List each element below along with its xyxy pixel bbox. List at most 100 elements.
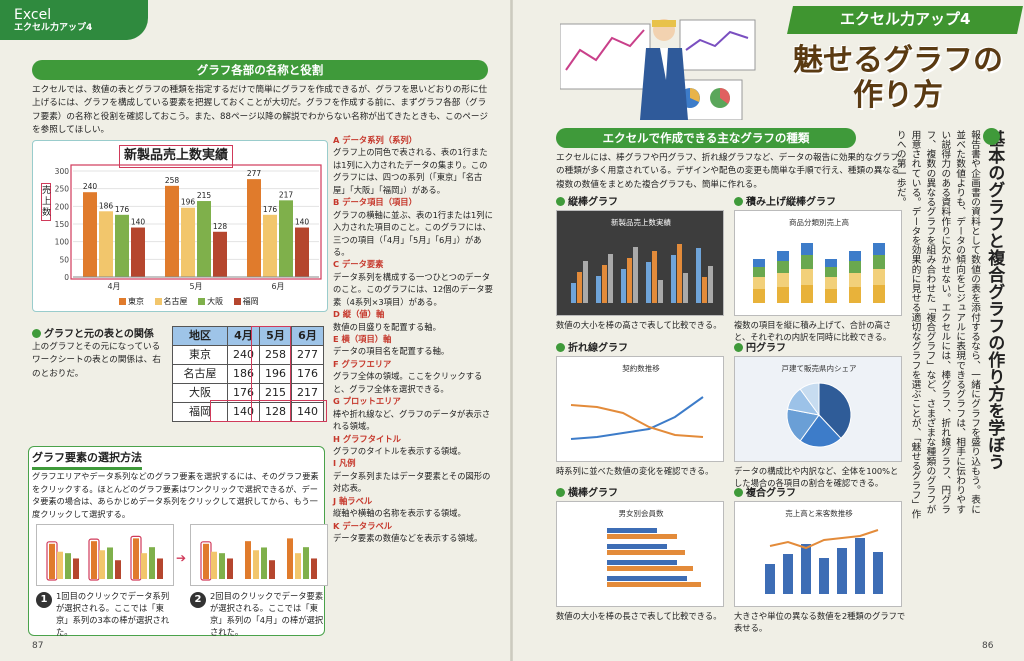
stack-segment <box>849 273 861 287</box>
chart-title[interactable]: 新製品売上数実績 <box>119 145 234 168</box>
stack-segment <box>753 259 765 267</box>
mini-bar <box>107 547 113 579</box>
y-tick-label: 0 <box>64 273 69 282</box>
mini-bar <box>219 553 225 579</box>
excel-label: Excel <box>14 7 52 23</box>
stack-segment <box>753 267 765 277</box>
chart-area[interactable]: 新製品売上数実績 売上数 300 250 200 150 100 50 0 240 186 176… <box>32 140 328 312</box>
definition-heading: F グラフエリア <box>333 358 392 369</box>
bar-大阪-4月 <box>115 214 129 277</box>
mini-bar <box>269 560 275 579</box>
arrow-right-icon: ➔ <box>176 551 187 565</box>
chart-type-thumbnail: 新製品売上数実績 <box>556 210 724 316</box>
stack-segment <box>825 259 837 267</box>
definition-body: グラフ全体の領域。ここをクリックすると、グラフ全体を選択できる。 <box>333 371 483 394</box>
data-label: 186 <box>99 201 114 210</box>
combo-bar <box>873 552 883 594</box>
y-axis-label[interactable]: 売上数 <box>41 183 51 222</box>
mini-bar <box>73 558 79 579</box>
bar-大阪-5月 <box>197 201 211 277</box>
step-1-number: 1 <box>36 592 52 608</box>
definition-heading: E 横（項目）軸 <box>333 334 392 344</box>
mini-bar <box>149 547 155 579</box>
definition-heading: D 縦（値）軸 <box>333 309 385 320</box>
left-header-banner: Excel エクセル力アップ4 <box>0 0 148 40</box>
table-row: 東京 240 258 277 <box>172 345 324 365</box>
y-tick-label: 250 <box>55 185 70 194</box>
chart-type-heading: 横棒グラフ <box>556 487 618 502</box>
thumb-title: 戸建て販売県内シェア <box>782 363 857 373</box>
mini-bar <box>133 538 139 579</box>
stack-segment <box>801 269 813 285</box>
step-2-number: 2 <box>190 592 206 608</box>
definition-heading: K データラベル <box>333 520 393 531</box>
element-definitions: A データ系列（系列） グラフ上の同色で表される、表の1行または1列に入力されたデ… <box>333 134 493 544</box>
page-number-left: 87 <box>32 641 44 651</box>
hbar <box>607 566 693 571</box>
combo-bar <box>783 554 793 594</box>
mini-bar <box>633 247 638 303</box>
bullet-icon <box>734 197 743 206</box>
mini-bar <box>571 283 576 303</box>
stack-segment <box>777 273 789 287</box>
data-label: 258 <box>165 176 180 185</box>
mini-bar <box>596 276 601 303</box>
section2-title: グラフ要素の選択方法 <box>32 450 142 470</box>
bar-大阪-6月 <box>279 200 293 277</box>
bar-名古屋-5月 <box>181 207 195 277</box>
stack-segment <box>849 287 861 303</box>
mini-bar <box>702 277 707 303</box>
hbar <box>607 576 687 581</box>
stack-segment <box>825 277 837 289</box>
relation-body: 上のグラフとその元になっているワークシートの表との関係は、右のとおりだ。 <box>32 342 161 379</box>
combo-line <box>769 529 879 550</box>
chart-legend[interactable]: 東京 名古屋 大阪 福岡 <box>119 296 267 308</box>
data-label: 140 <box>295 218 310 227</box>
definition-item: C データ要素 データ系列を構成する一つひとつのデータのこと。このグラフには、12… <box>333 258 493 308</box>
definition-body: 数値の目盛りを配置する軸。 <box>333 321 441 332</box>
stack-segment <box>873 285 885 303</box>
bar-東京-5月 <box>165 185 179 277</box>
chart-type-caption: 数値の大小を棒の高さで表して比較できる。 <box>556 320 722 330</box>
mini-bar <box>287 538 293 579</box>
section-intro: エクセルでは、数値の表とグラフの種類を指定するだけで簡単にグラフを作成できるが、… <box>32 85 488 135</box>
chart-type-heading: 複合グラフ <box>734 487 796 502</box>
pie-slice <box>799 414 842 448</box>
title-bullet-icon <box>983 128 1000 145</box>
definition-body: 縦軸や横軸の名称を表示する領域。 <box>333 508 466 519</box>
page-number-right: 86 <box>982 641 994 651</box>
mini-bar <box>608 254 613 303</box>
stack-segment <box>801 243 813 255</box>
vertical-body: 報告書や企画書の資料として数値の表を添付するなら、一緒にグラフを盛り込もう。表に… <box>894 130 980 519</box>
hbar <box>607 560 677 565</box>
x-tick-label: 6月 <box>271 282 284 291</box>
stack-segment <box>849 261 861 273</box>
combo-bar <box>801 544 811 594</box>
mini-bar <box>658 280 663 303</box>
selection-example-1 <box>36 524 174 586</box>
stack-segment <box>753 289 765 303</box>
chart-type-heading: 折れ線グラフ <box>556 342 628 357</box>
stack-segment <box>873 255 885 269</box>
chart-type-heading: 積み上げ縦棒グラフ <box>734 196 836 211</box>
data-label: 128 <box>213 222 228 231</box>
table-header: 6月 <box>291 326 324 346</box>
bullet-icon <box>556 197 565 206</box>
data-label: 140 <box>131 218 146 227</box>
mini-bar <box>49 543 55 579</box>
definition-heading: C データ要素 <box>333 259 384 270</box>
mini-bar <box>65 553 71 579</box>
mini-bar <box>57 551 63 579</box>
definition-item: H グラフタイトル グラフのタイトルを表示する領域。 <box>333 433 493 458</box>
hbar <box>607 550 685 555</box>
mini-bar <box>203 543 209 579</box>
definition-body: データ要素の数値などを表示する領域。 <box>333 533 483 543</box>
relation-heading: グラフと元の表との関係 <box>32 328 154 343</box>
definition-body: 棒や折れ線など、グラフのデータが表示される領域。 <box>333 408 491 432</box>
mini-bar <box>583 261 588 303</box>
definition-heading: H グラフタイトル <box>333 433 401 444</box>
definition-heading: I 凡例 <box>333 458 356 469</box>
mini-bar <box>696 248 701 303</box>
plot-area <box>70 164 322 280</box>
types-intro: エクセルには、棒グラフや円グラフ、折れ線グラフなど、データの報告に効果的なグラフ… <box>556 153 900 190</box>
